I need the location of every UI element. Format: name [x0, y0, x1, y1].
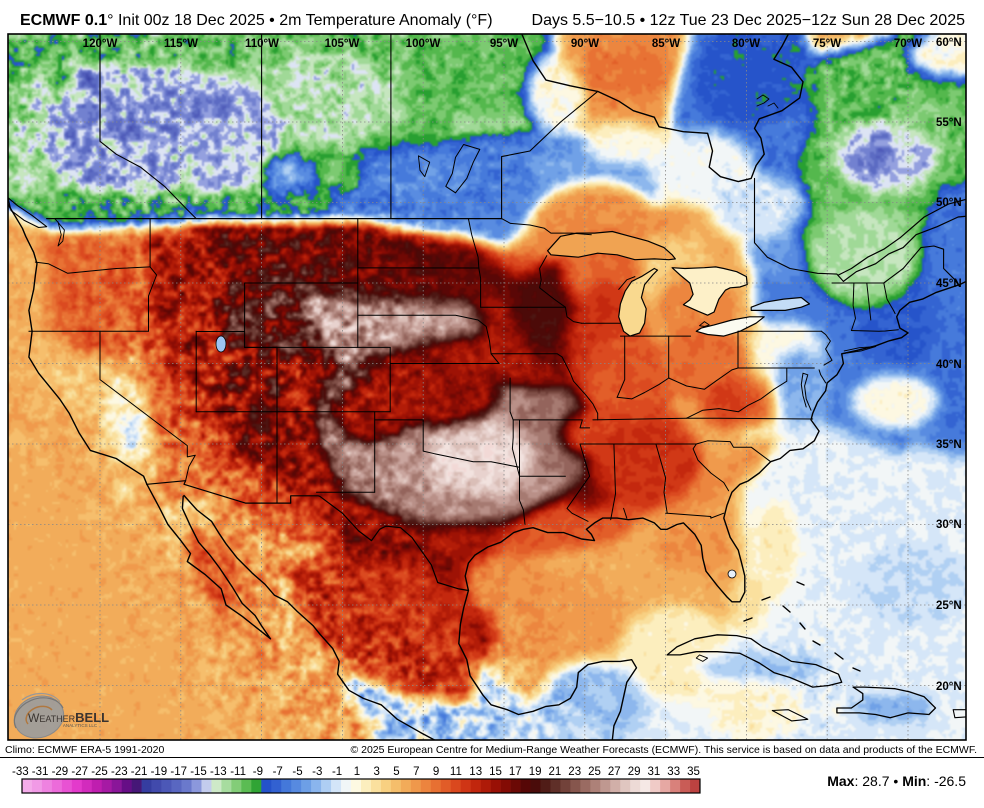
svg-text:21: 21	[549, 766, 562, 778]
svg-text:-7: -7	[273, 766, 283, 778]
svg-text:13: 13	[469, 766, 482, 778]
svg-text:-3: -3	[312, 766, 322, 778]
svg-text:-31: -31	[32, 766, 49, 778]
svg-text:17: 17	[509, 766, 522, 778]
svg-text:75°W: 75°W	[813, 38, 841, 50]
svg-text:-5: -5	[292, 766, 302, 778]
svg-text:WEATHERBELL: WEATHERBELL	[28, 710, 109, 725]
svg-text:35: 35	[687, 766, 700, 778]
svg-text:-21: -21	[131, 766, 148, 778]
svg-text:23: 23	[568, 766, 581, 778]
svg-text:9: 9	[433, 766, 439, 778]
svg-text:-11: -11	[230, 766, 246, 778]
svg-text:100°W: 100°W	[406, 38, 441, 50]
svg-text:33: 33	[667, 766, 680, 778]
svg-text:-29: -29	[52, 766, 69, 778]
svg-text:60°N: 60°N	[936, 37, 962, 49]
svg-text:ANALYTICS LLC: ANALYTICS LLC	[63, 723, 98, 728]
svg-text:-23: -23	[111, 766, 128, 778]
svg-text:25°N: 25°N	[936, 600, 962, 612]
svg-text:3: 3	[373, 766, 379, 778]
svg-text:25: 25	[588, 766, 601, 778]
svg-text:70°W: 70°W	[894, 38, 922, 50]
svg-text:120°W: 120°W	[83, 38, 118, 50]
svg-text:115°W: 115°W	[164, 38, 198, 50]
svg-text:-33: -33	[12, 766, 29, 778]
svg-text:40°N: 40°N	[936, 359, 962, 371]
svg-text:80°W: 80°W	[732, 38, 760, 50]
svg-text:11: 11	[450, 766, 462, 778]
svg-text:85°W: 85°W	[652, 38, 680, 50]
svg-text:45°N: 45°N	[936, 278, 962, 290]
svg-text:-27: -27	[71, 766, 88, 778]
svg-text:15: 15	[489, 766, 502, 778]
svg-text:20°N: 20°N	[936, 681, 962, 693]
svg-text:-9: -9	[253, 766, 263, 778]
svg-text:30°N: 30°N	[936, 519, 962, 531]
svg-text:-15: -15	[190, 766, 207, 778]
svg-text:35°N: 35°N	[936, 439, 962, 451]
svg-text:5: 5	[393, 766, 399, 778]
svg-text:-1: -1	[332, 766, 342, 778]
svg-text:7: 7	[413, 766, 419, 778]
svg-text:95°W: 95°W	[490, 38, 518, 50]
svg-text:1: 1	[354, 766, 360, 778]
svg-text:29: 29	[628, 766, 641, 778]
svg-text:-25: -25	[91, 766, 108, 778]
svg-text:50°N: 50°N	[936, 197, 962, 209]
svg-text:-17: -17	[170, 766, 187, 778]
svg-text:31: 31	[648, 766, 661, 778]
svg-text:55°N: 55°N	[936, 117, 962, 129]
svg-text:-13: -13	[210, 766, 227, 778]
svg-text:90°W: 90°W	[571, 38, 599, 50]
svg-text:-19: -19	[151, 766, 168, 778]
svg-text:105°W: 105°W	[325, 38, 360, 50]
svg-text:27: 27	[608, 766, 621, 778]
svg-text:110°W: 110°W	[245, 38, 279, 50]
svg-text:19: 19	[529, 766, 542, 778]
